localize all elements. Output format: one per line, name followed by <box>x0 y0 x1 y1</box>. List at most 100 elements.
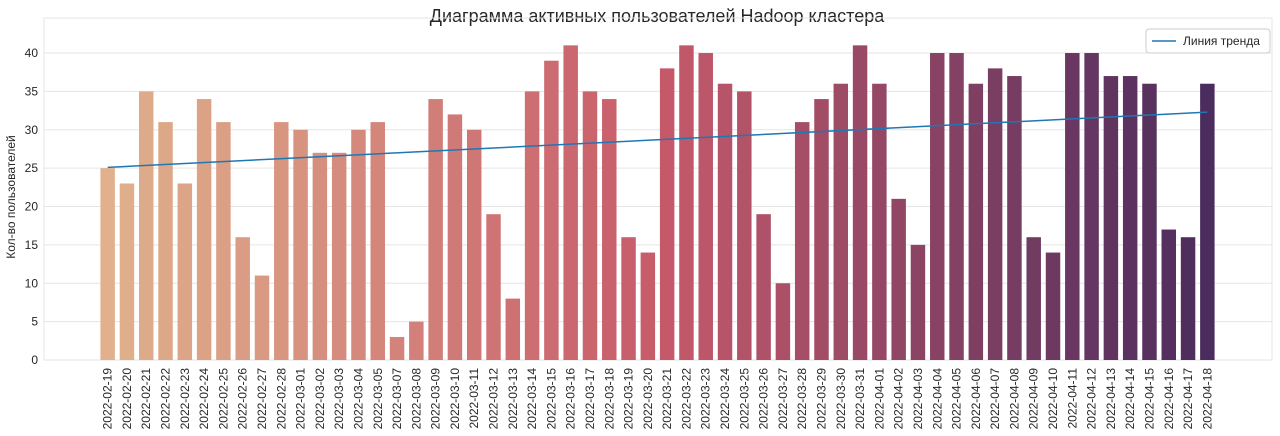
bar-2022-04-16 <box>1161 229 1177 360</box>
y-tick-label: 0 <box>31 353 38 367</box>
x-tick-label: 2022-04-01 <box>872 368 886 430</box>
x-tick-label: 2022-04-11 <box>1065 368 1079 429</box>
x-tick-label: 2022-03-11 <box>467 368 481 429</box>
bar-2022-02-26 <box>235 237 250 360</box>
x-tick-label: 2022-04-16 <box>1162 368 1176 430</box>
x-tick-label: 2022-03-14 <box>525 368 539 430</box>
bar-2022-03-17 <box>582 91 598 360</box>
y-axis-ticks: 0 5 10 15 20 25 30 35 40 <box>25 46 39 367</box>
x-tick-label: 2022-03-24 <box>718 368 732 430</box>
bar-2022-03-22 <box>679 45 694 360</box>
bar-2022-03-31 <box>852 45 868 360</box>
bar-2022-03-12 <box>486 214 501 360</box>
bar-2022-03-05 <box>370 122 385 361</box>
x-tick-label: 2022-03-03 <box>332 368 346 430</box>
bar-2022-02-27 <box>254 275 270 360</box>
legend-label: Линия тренда <box>1183 34 1260 48</box>
x-tick-label: 2022-03-31 <box>853 368 867 430</box>
y-tick-label: 25 <box>25 161 39 175</box>
bar-2022-03-03 <box>331 152 347 360</box>
x-tick-label: 2022-03-17 <box>583 368 597 430</box>
x-tick-label: 2022-03-30 <box>834 368 848 430</box>
bar-2022-03-15 <box>544 60 559 361</box>
bar-2022-04-09 <box>1026 237 1041 360</box>
bar-2022-04-12 <box>1084 53 1099 360</box>
x-tick-label: 2022-04-13 <box>1104 368 1118 430</box>
bar-2022-04-04 <box>930 53 945 360</box>
x-tick-label: 2022-04-02 <box>892 368 906 430</box>
bar-2022-04-06 <box>968 83 984 360</box>
bar-2022-04-14 <box>1122 76 1138 360</box>
x-tick-label: 2022-04-06 <box>969 368 983 430</box>
bar-2022-03-23 <box>698 53 713 360</box>
bar-2022-03-24 <box>717 83 733 360</box>
x-tick-label: 2022-02-27 <box>255 368 269 430</box>
trend-line-group <box>107 111 1208 169</box>
bar-2022-03-04 <box>351 129 366 360</box>
bar-2022-03-25 <box>737 91 752 360</box>
bar-2022-03-30 <box>833 83 849 360</box>
x-tick-label: 2022-02-20 <box>120 368 134 430</box>
x-tick-label: 2022-02-24 <box>197 368 211 430</box>
x-tick-label: 2022-04-15 <box>1142 368 1156 430</box>
x-tick-label: 2022-04-05 <box>950 368 964 430</box>
bar-2022-03-10 <box>447 114 463 360</box>
bar-2022-03-08 <box>409 321 424 360</box>
x-tick-label: 2022-03-04 <box>351 368 365 430</box>
x-tick-label: 2022-03-19 <box>622 368 636 430</box>
x-tick-label: 2022-04-04 <box>930 368 944 430</box>
x-tick-label: 2022-03-12 <box>487 368 501 430</box>
y-tick-label: 15 <box>25 238 39 252</box>
x-tick-label: 2022-04-17 <box>1181 368 1195 430</box>
bar-2022-04-02 <box>891 198 906 360</box>
bar-2022-03-02 <box>312 152 328 360</box>
x-tick-label: 2022-03-27 <box>776 368 790 430</box>
bar-2022-04-13 <box>1103 76 1119 360</box>
x-tick-label: 2022-04-18 <box>1200 368 1214 430</box>
y-tick-label: 10 <box>25 276 39 290</box>
x-tick-label: 2022-04-09 <box>1027 368 1041 430</box>
y-tick-label: 20 <box>25 200 39 214</box>
x-tick-label: 2022-03-23 <box>699 368 713 430</box>
x-tick-label: 2022-03-22 <box>679 368 693 430</box>
x-tick-label: 2022-02-19 <box>101 368 115 430</box>
x-tick-label: 2022-03-07 <box>390 368 404 430</box>
x-tick-label: 2022-02-22 <box>159 368 173 430</box>
x-tick-label: 2022-02-21 <box>139 368 153 430</box>
bar-2022-02-25 <box>216 122 231 361</box>
x-tick-label: 2022-02-28 <box>274 368 288 430</box>
x-tick-label: 2022-03-01 <box>294 368 308 430</box>
x-tick-label: 2022-03-20 <box>641 368 655 430</box>
x-tick-label: 2022-03-26 <box>757 368 771 430</box>
bar-2022-02-21 <box>138 91 154 360</box>
y-tick-label: 35 <box>25 84 39 98</box>
bar-2022-03-21 <box>659 68 675 360</box>
x-tick-label: 2022-02-23 <box>178 368 192 430</box>
bar-2022-03-16 <box>563 45 578 360</box>
chart-title: Диаграмма активных пользователей Hadoop … <box>430 6 885 26</box>
bar-2022-04-17 <box>1180 237 1196 360</box>
bar-2022-04-08 <box>1007 76 1022 360</box>
x-tick-label: 2022-03-02 <box>313 368 327 430</box>
x-tick-label: 2022-03-09 <box>429 368 443 430</box>
bar-2022-03-07 <box>389 336 405 360</box>
y-tick-label: 5 <box>31 315 38 329</box>
x-tick-label: 2022-04-14 <box>1123 368 1137 430</box>
bar-2022-02-28 <box>274 122 289 361</box>
x-tick-label: 2022-03-15 <box>544 368 558 430</box>
x-tick-label: 2022-02-25 <box>216 368 230 430</box>
x-tick-label: 2022-03-16 <box>564 368 578 430</box>
bar-2022-03-18 <box>602 99 617 361</box>
bar-2022-02-20 <box>119 183 135 360</box>
bar-2022-03-19 <box>621 237 636 360</box>
bar-2022-03-29 <box>814 99 829 361</box>
x-tick-label: 2022-04-10 <box>1046 368 1060 430</box>
bar-2022-04-07 <box>987 68 1003 360</box>
x-tick-label: 2022-03-10 <box>448 368 462 430</box>
x-tick-label: 2022-03-21 <box>660 368 674 430</box>
x-tick-label: 2022-03-28 <box>795 368 809 430</box>
bar-2022-03-14 <box>524 91 540 360</box>
bar-2022-03-11 <box>466 129 482 360</box>
x-tick-label: 2022-04-08 <box>1007 368 1021 430</box>
